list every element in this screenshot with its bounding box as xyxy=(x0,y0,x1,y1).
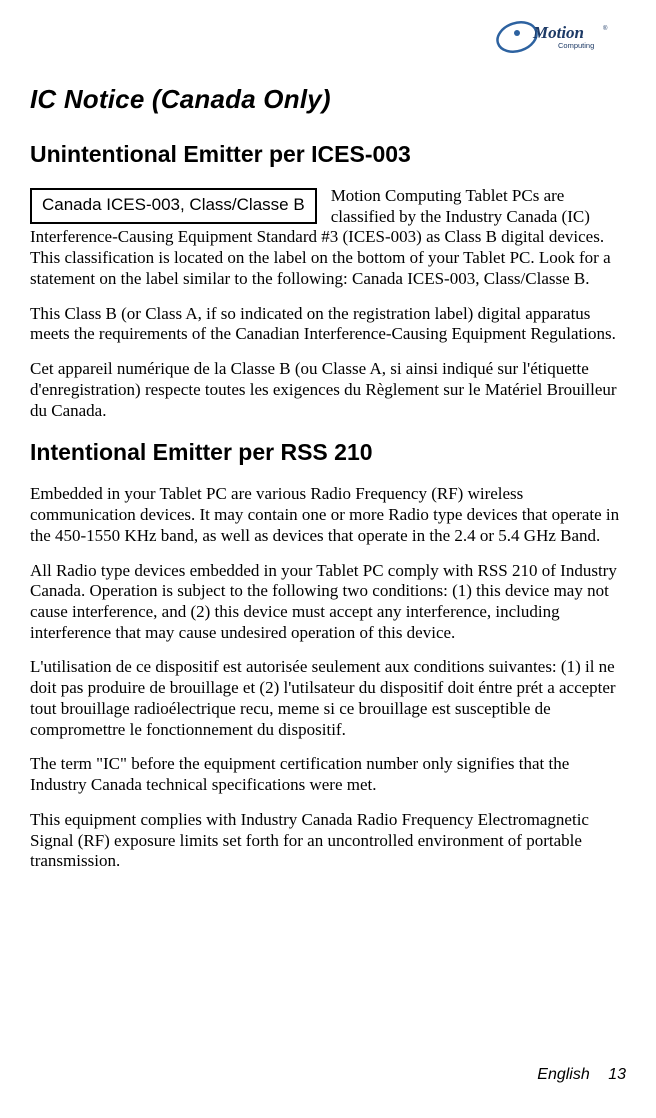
header-row: Motion ® Computing xyxy=(30,18,626,56)
paragraph-7: The term "IC" before the equipment certi… xyxy=(30,754,626,795)
svg-text:Computing: Computing xyxy=(558,41,594,50)
motion-computing-logo: Motion ® Computing xyxy=(494,18,624,56)
page-title: IC Notice (Canada Only) xyxy=(30,84,626,115)
paragraph-6: L'utilisation de ce dispositif est autor… xyxy=(30,657,626,740)
footer-language: English xyxy=(537,1066,589,1083)
ices-label-box: Canada ICES-003, Class/Classe B xyxy=(30,188,317,224)
footer-page-number: 13 xyxy=(608,1066,626,1084)
page-footer: English 13 xyxy=(537,1066,626,1084)
page-container: Motion ® Computing IC Notice (Canada Onl… xyxy=(0,0,656,1118)
paragraph-4: Embedded in your Tablet PC are various R… xyxy=(30,484,626,546)
paragraph-2: This Class B (or Class A, if so indicate… xyxy=(30,304,626,345)
svg-text:®: ® xyxy=(603,25,608,32)
section-heading-intentional: Intentional Emitter per RSS 210 xyxy=(30,439,626,466)
paragraph-3: Cet appareil numérique de la Classe B (o… xyxy=(30,359,626,421)
paragraph-intro: Canada ICES-003, Class/Classe B Motion C… xyxy=(30,186,626,290)
svg-text:Motion: Motion xyxy=(532,23,584,42)
paragraph-5: All Radio type devices embedded in your … xyxy=(30,561,626,644)
paragraph-8: This equipment complies with Industry Ca… xyxy=(30,810,626,872)
section-heading-unintentional: Unintentional Emitter per ICES-003 xyxy=(30,141,626,168)
